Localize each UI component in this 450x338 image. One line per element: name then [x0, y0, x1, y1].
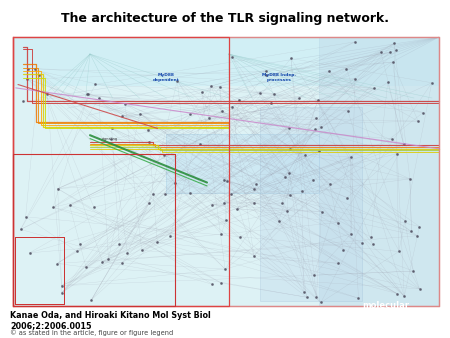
Bar: [13, 37, 229, 306]
Text: Kanae Oda, and Hiroaki Kitano Mol Syst Biol
2006;2:2006.0015: Kanae Oda, and Hiroaki Kitano Mol Syst B…: [10, 311, 211, 330]
Text: molecular
systems
biology: molecular systems biology: [362, 301, 410, 335]
Bar: [13, 37, 439, 306]
Text: The architecture of the TLR signaling network.: The architecture of the TLR signaling ne…: [61, 12, 389, 25]
Text: MyD88 Indep.
processes: MyD88 Indep. processes: [262, 73, 296, 82]
Bar: [260, 107, 362, 300]
Text: MyD88
dependent: MyD88 dependent: [153, 73, 180, 82]
Bar: [166, 134, 320, 193]
Text: © as stated in the article, figure or figure legend: © as stated in the article, figure or fi…: [10, 330, 173, 336]
Bar: [13, 154, 175, 306]
Bar: [13, 37, 439, 306]
Text: signaling: signaling: [102, 137, 118, 141]
Bar: [15, 237, 64, 304]
Bar: [13, 37, 439, 86]
Bar: [320, 37, 439, 306]
